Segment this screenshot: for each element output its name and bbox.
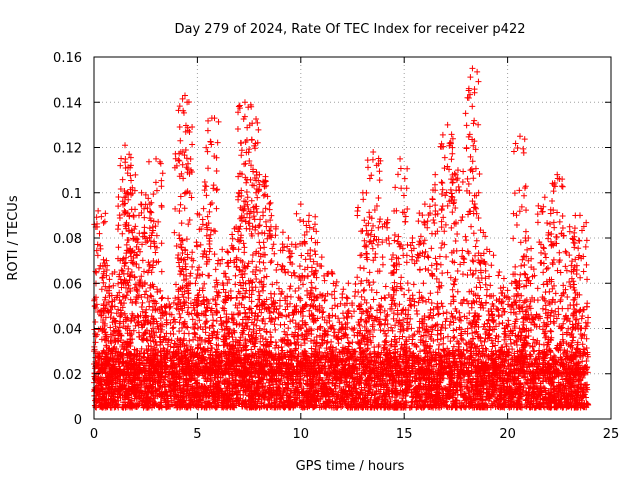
data-point: [98, 336, 105, 343]
data-point: [559, 324, 566, 331]
data-point: [270, 381, 277, 388]
data-point: [189, 357, 196, 364]
data-point: [138, 304, 145, 311]
data-point: [157, 399, 164, 406]
data-point: [121, 310, 128, 317]
data-point: [92, 339, 99, 346]
data-point: [520, 321, 527, 328]
data-point: [165, 336, 172, 343]
data-point: [107, 324, 114, 331]
data-point: [428, 299, 435, 306]
data-point: [391, 394, 398, 401]
data-point: [378, 360, 385, 367]
data-point: [92, 319, 99, 326]
chart-title: Day 279 of 2024, Rate Of TEC Index for r…: [175, 22, 526, 37]
data-point: [558, 396, 565, 403]
data-point: [434, 304, 441, 311]
data-point: [176, 310, 183, 317]
data-point: [438, 300, 445, 307]
data-point: [585, 314, 592, 321]
data-points: [91, 65, 592, 411]
data-point: [583, 345, 590, 352]
data-point: [272, 315, 279, 322]
data-point: [219, 304, 226, 311]
data-point: [430, 312, 437, 319]
data-point: [377, 327, 384, 334]
grid-lines: [94, 57, 611, 419]
data-point: [412, 378, 419, 385]
data-point: [578, 381, 585, 388]
data-point: [323, 345, 330, 352]
data-point: [579, 312, 586, 319]
data-point: [264, 395, 271, 402]
data-point: [505, 395, 512, 402]
data-point: [419, 397, 426, 404]
data-point: [331, 295, 338, 302]
data-point: [276, 302, 283, 309]
data-point: [344, 295, 351, 302]
data-point: [329, 305, 336, 312]
data-point: [531, 348, 538, 355]
data-point: [202, 329, 209, 336]
data-point: [210, 317, 217, 324]
data-point: [194, 325, 201, 332]
data-point: [347, 373, 354, 380]
data-point: [358, 293, 365, 300]
data-point: [177, 314, 184, 321]
data-point: [399, 395, 406, 402]
data-point: [530, 347, 537, 354]
